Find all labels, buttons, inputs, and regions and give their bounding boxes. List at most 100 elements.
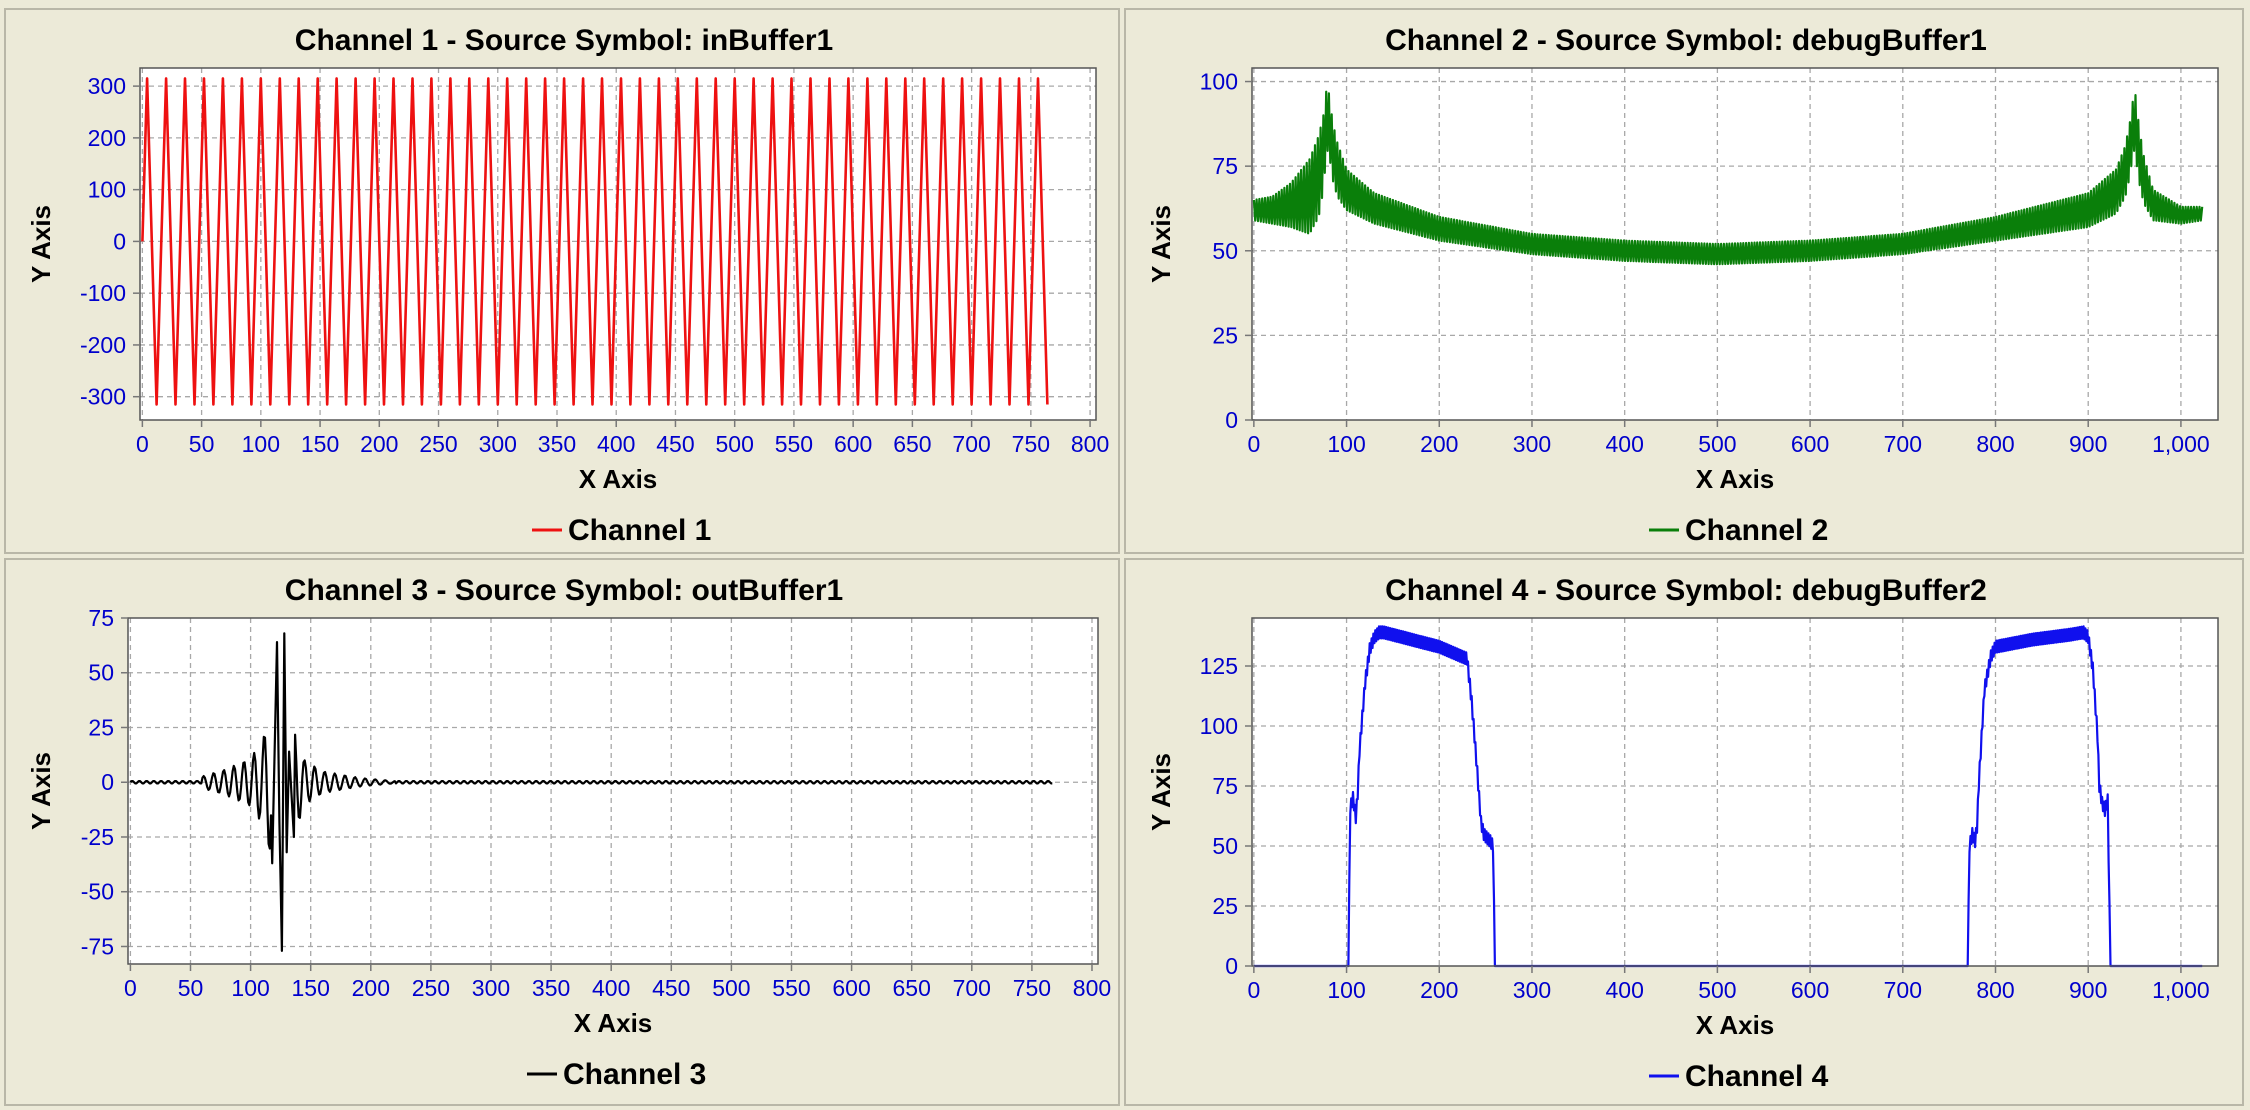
series-line-1 — [1252, 90, 2204, 266]
y-tick-label: 100 — [1200, 69, 1238, 95]
legend-label: Channel 3 — [563, 1058, 706, 1091]
y-tick-label: 50 — [1212, 238, 1238, 264]
x-tick-label: 250 — [419, 431, 457, 457]
x-tick-label: 500 — [1698, 977, 1736, 1003]
plot-area — [128, 618, 1098, 964]
x-axis-label: X Axis — [1696, 464, 1775, 494]
x-tick-label: 700 — [953, 975, 991, 1001]
x-tick-label: 800 — [1073, 975, 1111, 1001]
x-tick-label: 1,000 — [2152, 431, 2210, 457]
y-tick-label: 75 — [88, 605, 114, 631]
series-line-1 — [129, 632, 1053, 952]
x-tick-label: 0 — [124, 975, 137, 1001]
x-tick-label: 650 — [893, 975, 931, 1001]
chart-2: Channel 2 - Source Symbol: debugBuffer1 0… — [1146, 24, 2219, 547]
y-tick-label: -50 — [81, 879, 114, 905]
chart-3: Channel 3 - Source Symbol: outBuffer1 0 50… — [26, 574, 1111, 1091]
plot-border — [127, 617, 1099, 965]
x-tick-label: 450 — [652, 975, 690, 1001]
y-tick-label: -100 — [80, 280, 126, 306]
x-axis-label: X Axis — [579, 464, 658, 494]
x-tick-label: 800 — [1976, 431, 2014, 457]
x-tick-label: 100 — [1327, 431, 1365, 457]
y-tick-label: 75 — [1212, 153, 1238, 179]
x-tick-label: 400 — [1605, 977, 1643, 1003]
chart-panel-4: Channel 4 - Source Symbol: debugBuffer2 0… — [1124, 558, 2244, 1106]
x-tick-label: 200 — [352, 975, 390, 1001]
y-tick-label: 50 — [1212, 833, 1238, 859]
legend: Channel 1 — [532, 514, 711, 547]
chart-panel-2: Channel 2 - Source Symbol: debugBuffer1 0… — [1124, 8, 2244, 554]
x-tick-label: 800 — [1976, 977, 2014, 1003]
chart-panel-1: Channel 1 - Source Symbol: inBuffer1 0 50 1… — [4, 8, 1120, 554]
y-tick-label: 25 — [1212, 893, 1238, 919]
x-tick-label: 600 — [832, 975, 870, 1001]
plot-border — [139, 67, 1097, 421]
x-tick-label: 500 — [715, 431, 753, 457]
x-tick-label: 200 — [360, 431, 398, 457]
x-tick-label: 550 — [775, 431, 813, 457]
y-tick-label: 25 — [88, 714, 114, 740]
legend: Channel 2 — [1649, 514, 1828, 547]
x-tick-label: 0 — [1247, 977, 1260, 1003]
y-tick-label: 200 — [88, 125, 126, 151]
y-tick-label: 300 — [88, 73, 126, 99]
x-tick-label: 900 — [2069, 977, 2107, 1003]
x-tick-label: 200 — [1420, 431, 1458, 457]
chart-title: Channel 2 - Source Symbol: debugBuffer1 — [1385, 24, 1987, 57]
y-tick-label: -75 — [81, 933, 114, 959]
chart-title: Channel 4 - Source Symbol: debugBuffer2 — [1385, 574, 1987, 607]
x-tick-label: 0 — [1247, 431, 1260, 457]
y-axis-label: Y Axis — [1146, 753, 1176, 831]
legend: Channel 3 — [527, 1058, 706, 1091]
y-tick-label: 0 — [113, 228, 126, 254]
y-tick-label: 25 — [1212, 322, 1238, 348]
plot-border — [1251, 617, 2219, 967]
x-tick-label: 800 — [1071, 431, 1109, 457]
x-tick-label: 450 — [656, 431, 694, 457]
y-tick-label: -300 — [80, 384, 126, 410]
x-tick-label: 300 — [1513, 431, 1551, 457]
x-tick-label: 500 — [712, 975, 750, 1001]
y-tick-label: 0 — [101, 769, 114, 795]
x-axis-label: X Axis — [1696, 1010, 1775, 1040]
x-tick-label: 100 — [1327, 977, 1365, 1003]
x-tick-label: 300 — [479, 431, 517, 457]
x-tick-label: 150 — [301, 431, 339, 457]
legend-label: Channel 4 — [1685, 1060, 1829, 1093]
x-tick-label: 100 — [242, 431, 280, 457]
legend-label: Channel 2 — [1685, 514, 1828, 547]
y-tick-label: 75 — [1212, 773, 1238, 799]
x-tick-label: 600 — [1791, 431, 1829, 457]
x-tick-label: 100 — [231, 975, 269, 1001]
x-tick-label: 400 — [1605, 431, 1643, 457]
x-tick-label: 50 — [178, 975, 204, 1001]
x-tick-label: 0 — [136, 431, 149, 457]
x-tick-label: 700 — [1884, 431, 1922, 457]
y-tick-label: 125 — [1200, 653, 1238, 679]
y-axis-label: Y Axis — [26, 205, 56, 283]
legend-label: Channel 1 — [568, 514, 711, 547]
y-tick-label: -25 — [81, 824, 114, 850]
x-axis-label: X Axis — [574, 1008, 653, 1038]
x-tick-label: 400 — [592, 975, 630, 1001]
x-tick-label: 900 — [2069, 431, 2107, 457]
x-tick-label: 600 — [834, 431, 872, 457]
x-tick-label: 600 — [1791, 977, 1829, 1003]
y-tick-label: 100 — [88, 177, 126, 203]
x-tick-label: 250 — [412, 975, 450, 1001]
y-tick-label: 0 — [1225, 407, 1238, 433]
x-tick-label: 400 — [597, 431, 635, 457]
chart-1: Channel 1 - Source Symbol: inBuffer1 0 50 1… — [26, 24, 1109, 547]
chart-4: Channel 4 - Source Symbol: debugBuffer2 0… — [1146, 574, 2219, 1093]
x-tick-label: 500 — [1698, 431, 1736, 457]
y-tick-label: -200 — [80, 332, 126, 358]
x-tick-label: 350 — [538, 431, 576, 457]
x-tick-label: 700 — [1884, 977, 1922, 1003]
x-tick-label: 1,000 — [2152, 977, 2210, 1003]
y-tick-label: 50 — [88, 660, 114, 686]
x-tick-label: 750 — [1012, 431, 1050, 457]
y-tick-label: 100 — [1200, 713, 1238, 739]
y-axis-label: Y Axis — [26, 752, 56, 830]
x-tick-label: 150 — [292, 975, 330, 1001]
